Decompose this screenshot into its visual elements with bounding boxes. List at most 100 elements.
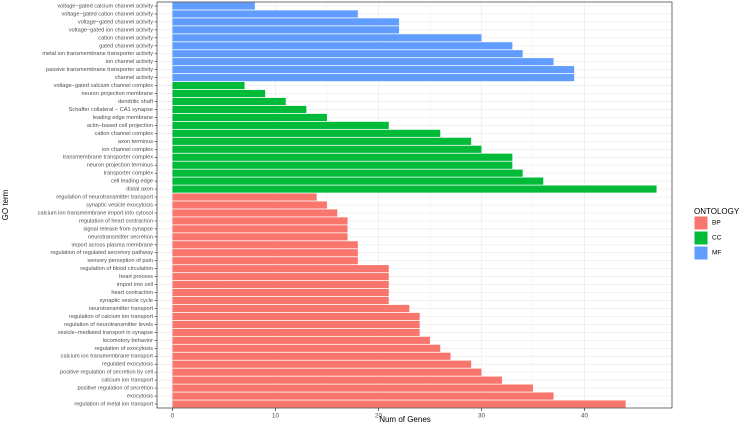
- bar: [172, 265, 389, 273]
- bar: [172, 137, 472, 145]
- x-tick-label: 20: [375, 413, 383, 420]
- bar: [172, 225, 348, 233]
- y-tick-label: neuron projection membrane: [81, 91, 153, 97]
- y-tick-label: ion channel activity: [106, 59, 153, 65]
- bar: [172, 42, 513, 50]
- bar: [172, 296, 389, 305]
- y-tick-label: regulation of exocytosis: [95, 346, 154, 352]
- bar: [172, 153, 513, 161]
- bar: [172, 74, 575, 82]
- y-tick-label: leading edge membrane: [93, 115, 153, 121]
- x-tick-label: 40: [581, 413, 589, 420]
- bar: [172, 105, 307, 114]
- y-tick-label: import across plasma membrane: [72, 242, 153, 248]
- bar: [172, 392, 554, 400]
- y-tick-label: regulation of metal ion transport: [74, 402, 153, 408]
- y-tick-label: regulation of heart contraction: [79, 218, 153, 224]
- bar: [172, 161, 513, 169]
- bar: [172, 217, 348, 225]
- y-tick-label: voltage−gated calcium channel activity: [57, 3, 153, 9]
- y-tick-label: cation channel activity: [98, 35, 153, 41]
- y-tick-label: regulation of regulated secretory pathwa…: [50, 250, 153, 256]
- y-tick-label: voltage−gated ion channel activity: [69, 27, 153, 33]
- y-tick-label: synaptic vesicle exocytosis: [86, 202, 153, 208]
- y-tick-label: vesicle−mediated transport in synapse: [58, 330, 153, 336]
- legend-swatch: [693, 230, 709, 246]
- y-tick-label: passive transmembrane transporter activi…: [46, 67, 153, 73]
- y-tick-label: cation channel complex: [95, 131, 154, 137]
- y-tick-label: calcium ion transmembrane import into cy…: [38, 210, 153, 216]
- bar: [172, 193, 317, 201]
- y-tick-label: gated channel activity: [99, 43, 153, 49]
- panel-border: [156, 1, 673, 409]
- y-tick-label: ion channel complex: [102, 147, 153, 153]
- legend-label: BP: [712, 220, 721, 227]
- y-tick-label: actin−based cell projection: [87, 123, 153, 129]
- y-tick-label: neurotransmitter secretion: [88, 234, 153, 240]
- y-tick-label: heart process: [119, 274, 153, 280]
- y-tick-label: regulation of neurotransmitter transport: [56, 195, 153, 201]
- y-tick-label: calcium ion transmembrane transport: [61, 354, 154, 360]
- bar: [172, 89, 266, 98]
- y-tick-label: synaptic vesicle cycle: [100, 298, 153, 304]
- bar: [172, 328, 420, 336]
- bar: [172, 26, 400, 34]
- bar: [172, 249, 358, 257]
- bar: [172, 281, 389, 289]
- bar: [172, 201, 327, 209]
- y-tick-label: Schaffer collateral − CA1 synapse: [69, 107, 153, 113]
- legend-swatch: [693, 215, 709, 231]
- bar: [172, 273, 389, 281]
- bar: [172, 400, 626, 408]
- bar: [172, 82, 245, 90]
- bar: [172, 368, 482, 376]
- y-axis-title: GO term: [1, 189, 10, 220]
- bar: [172, 113, 327, 122]
- y-tick-label: exocytosis: [127, 394, 153, 400]
- bar: [172, 18, 400, 26]
- bar: [172, 233, 348, 241]
- y-tick-label: regulation of calcium ion transport: [69, 314, 153, 320]
- legend-swatch: [693, 245, 709, 261]
- y-tick-label: signal release from synapse: [83, 226, 153, 232]
- y-tick-label: regulation of neurotransmitter levels: [64, 322, 153, 328]
- bar: [172, 169, 523, 177]
- y-tick-label: locomotory behavior: [103, 338, 154, 344]
- bar: [172, 121, 389, 129]
- bar: [172, 312, 420, 321]
- bar: [172, 288, 389, 297]
- bar: [172, 34, 482, 42]
- bar: [172, 304, 410, 313]
- y-tick-label: channel activity: [115, 75, 153, 81]
- bar: [172, 145, 482, 153]
- bar: [172, 320, 420, 328]
- bar: [172, 58, 554, 66]
- bar: [172, 66, 575, 74]
- y-tick-label: cell leading edge: [111, 179, 153, 185]
- bar: [172, 336, 430, 344]
- x-axis-title: Num of Genes: [379, 415, 431, 424]
- y-tick-label: heart contraction: [111, 290, 153, 296]
- y-tick-label: neurotransmitter transport: [89, 306, 154, 312]
- bar: [172, 185, 657, 193]
- bar: [172, 376, 503, 384]
- x-tick-label: 30: [478, 413, 486, 420]
- bar: [172, 10, 358, 18]
- y-tick-label: axon terminus: [118, 139, 153, 145]
- bar: [172, 97, 286, 106]
- legend-label: CC: [712, 235, 722, 242]
- y-tick-label: regulated exocytosis: [102, 362, 153, 368]
- y-tick-label: positive regulation of secretion: [77, 386, 153, 392]
- x-tick-label: 10: [272, 413, 280, 420]
- y-tick-label: transmembrane transporter complex: [63, 155, 153, 161]
- legend-label: MF: [712, 250, 721, 257]
- y-tick-label: regulation of blood circulation: [80, 266, 153, 272]
- bar: [172, 344, 441, 352]
- x-tick-label: 0: [171, 413, 175, 420]
- y-tick-label: positive regulation of secretion by cell: [60, 370, 153, 376]
- y-tick-label: voltage−gated cation channel activity: [61, 11, 153, 17]
- bar: [172, 2, 255, 10]
- bar: [172, 129, 441, 137]
- y-tick-label: sensory perception of pain: [87, 258, 153, 264]
